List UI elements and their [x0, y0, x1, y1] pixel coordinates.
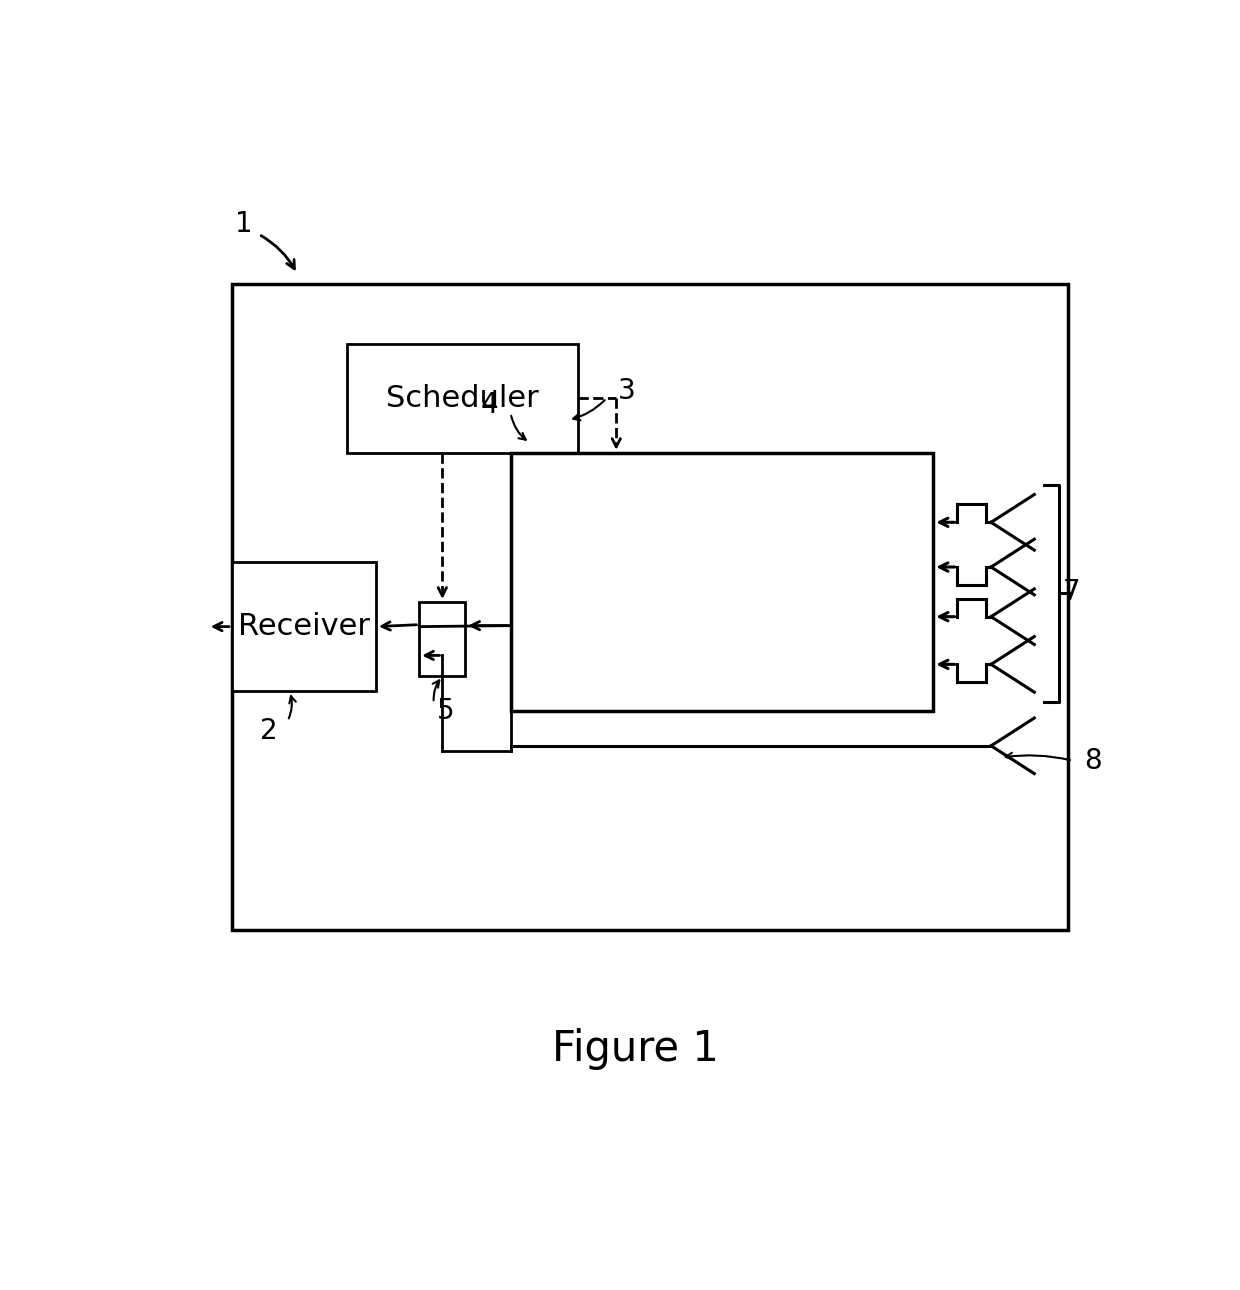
Text: 8: 8 — [1084, 747, 1102, 775]
Text: 5: 5 — [436, 697, 454, 725]
Text: Receiver: Receiver — [238, 613, 370, 641]
Bar — [419, 601, 465, 676]
Text: 2: 2 — [260, 717, 278, 744]
Text: Scheduler: Scheduler — [386, 383, 539, 413]
Text: 4: 4 — [480, 391, 498, 419]
Text: Figure 1: Figure 1 — [552, 1028, 719, 1069]
Bar — [232, 284, 1068, 930]
Bar — [232, 562, 376, 691]
Text: 1: 1 — [234, 210, 252, 239]
Text: 7: 7 — [1063, 578, 1081, 606]
Text: 3: 3 — [619, 377, 636, 405]
Bar — [347, 343, 578, 453]
Bar — [511, 453, 934, 711]
